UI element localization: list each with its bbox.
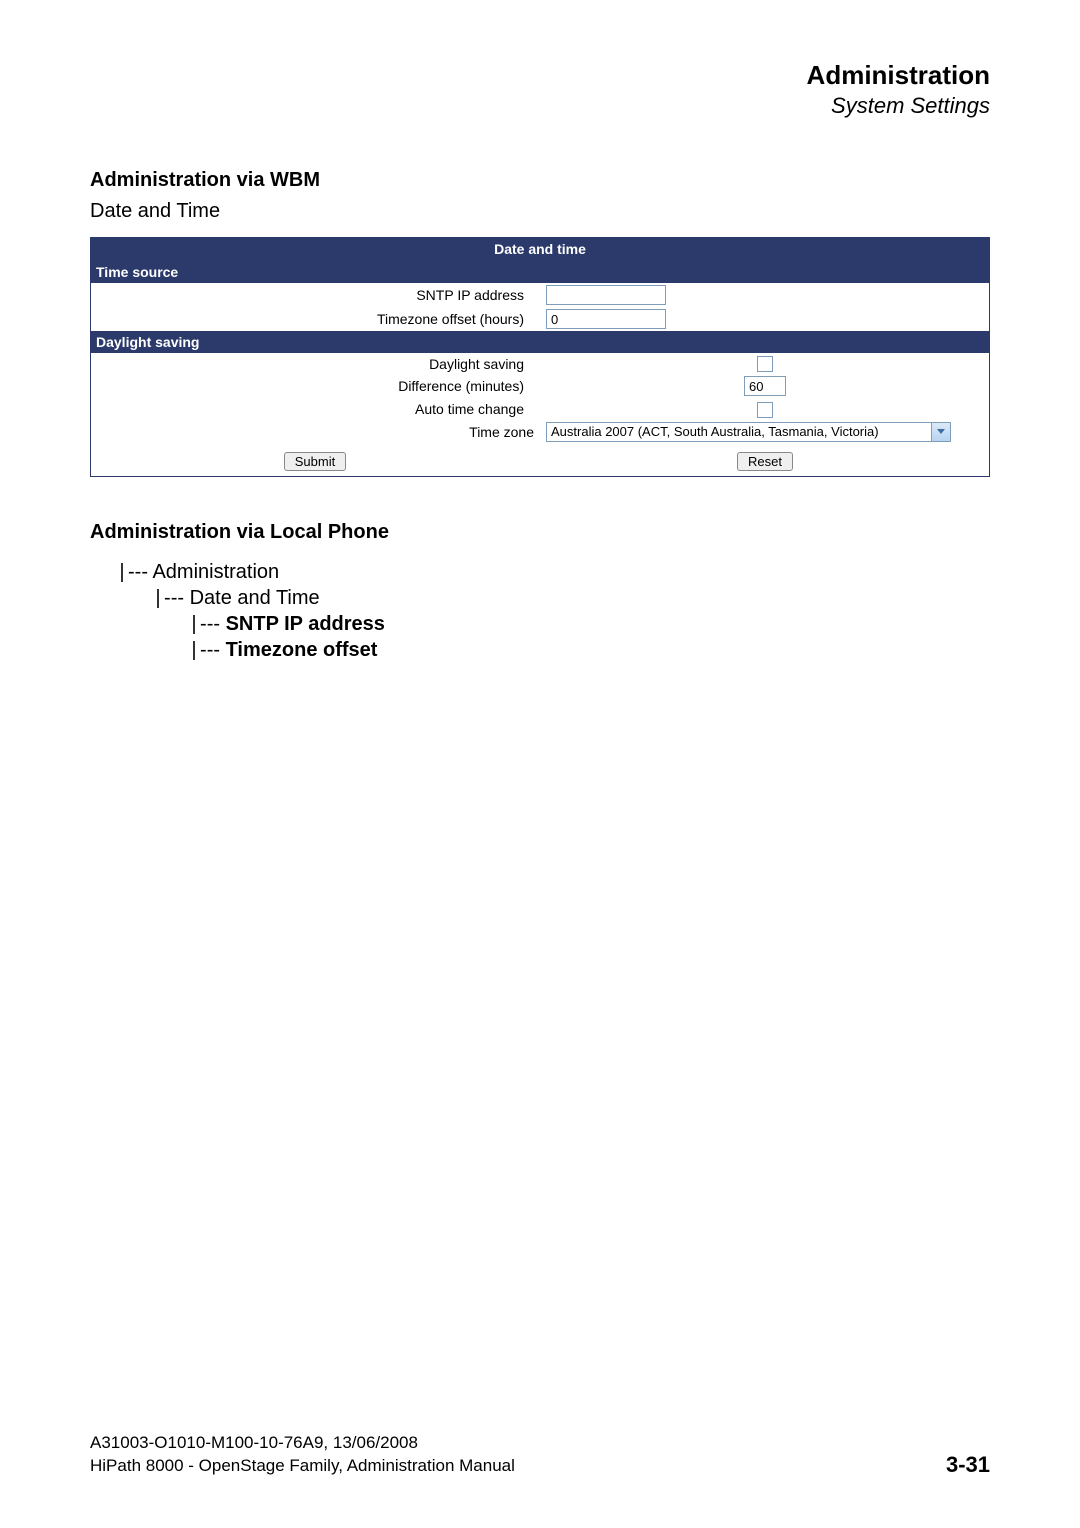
menu-tree: |--- Administration |--- Date and Time |… [116, 560, 990, 664]
page-header: Administration System Settings [90, 60, 990, 119]
tzoffset-label: Timezone offset (hours) [90, 307, 540, 331]
panel-title: Date and time [90, 237, 990, 261]
chevron-down-icon [931, 423, 950, 441]
date-time-panel: Date and time Time source SNTP IP addres… [90, 237, 990, 477]
wbm-subheading: Date and Time [90, 200, 990, 223]
auto-label: Auto time change [90, 398, 540, 419]
sntp-label: SNTP IP address [90, 283, 540, 307]
tzoffset-input[interactable] [546, 309, 666, 329]
auto-checkbox[interactable] [757, 402, 773, 418]
footer-line2: HiPath 8000 - OpenStage Family, Administ… [90, 1455, 515, 1478]
header-title: Administration [90, 60, 990, 91]
timezone-select[interactable]: Australia 2007 (ACT, South Australia, Ta… [546, 422, 951, 442]
submit-button[interactable]: Submit [284, 452, 346, 471]
section-daylight: Daylight saving [90, 331, 990, 353]
footer-line1: A31003-O1010-M100-10-76A9, 13/06/2008 [90, 1432, 515, 1455]
section-time-source: Time source [90, 261, 990, 283]
diff-input[interactable] [744, 376, 786, 396]
header-subtitle: System Settings [90, 93, 990, 119]
tree-l3: SNTP IP address [226, 613, 385, 635]
timezone-value: Australia 2007 (ACT, South Australia, Ta… [547, 423, 931, 441]
tree-l1: Administration [152, 561, 279, 583]
page-number: 3-31 [946, 1452, 990, 1478]
local-phone-heading: Administration via Local Phone [90, 521, 990, 544]
reset-button[interactable]: Reset [737, 452, 793, 471]
tree-l4: Timezone offset [226, 639, 378, 661]
page-footer: A31003-O1010-M100-10-76A9, 13/06/2008 Hi… [90, 1432, 990, 1478]
sntp-input[interactable] [546, 285, 666, 305]
tree-l2: Date and Time [190, 587, 320, 609]
timezone-label: Time zone [90, 420, 540, 448]
daylight-checkbox[interactable] [757, 356, 773, 372]
wbm-heading: Administration via WBM [90, 169, 990, 192]
daylight-label: Daylight saving [90, 353, 540, 374]
diff-label: Difference (minutes) [90, 374, 540, 398]
